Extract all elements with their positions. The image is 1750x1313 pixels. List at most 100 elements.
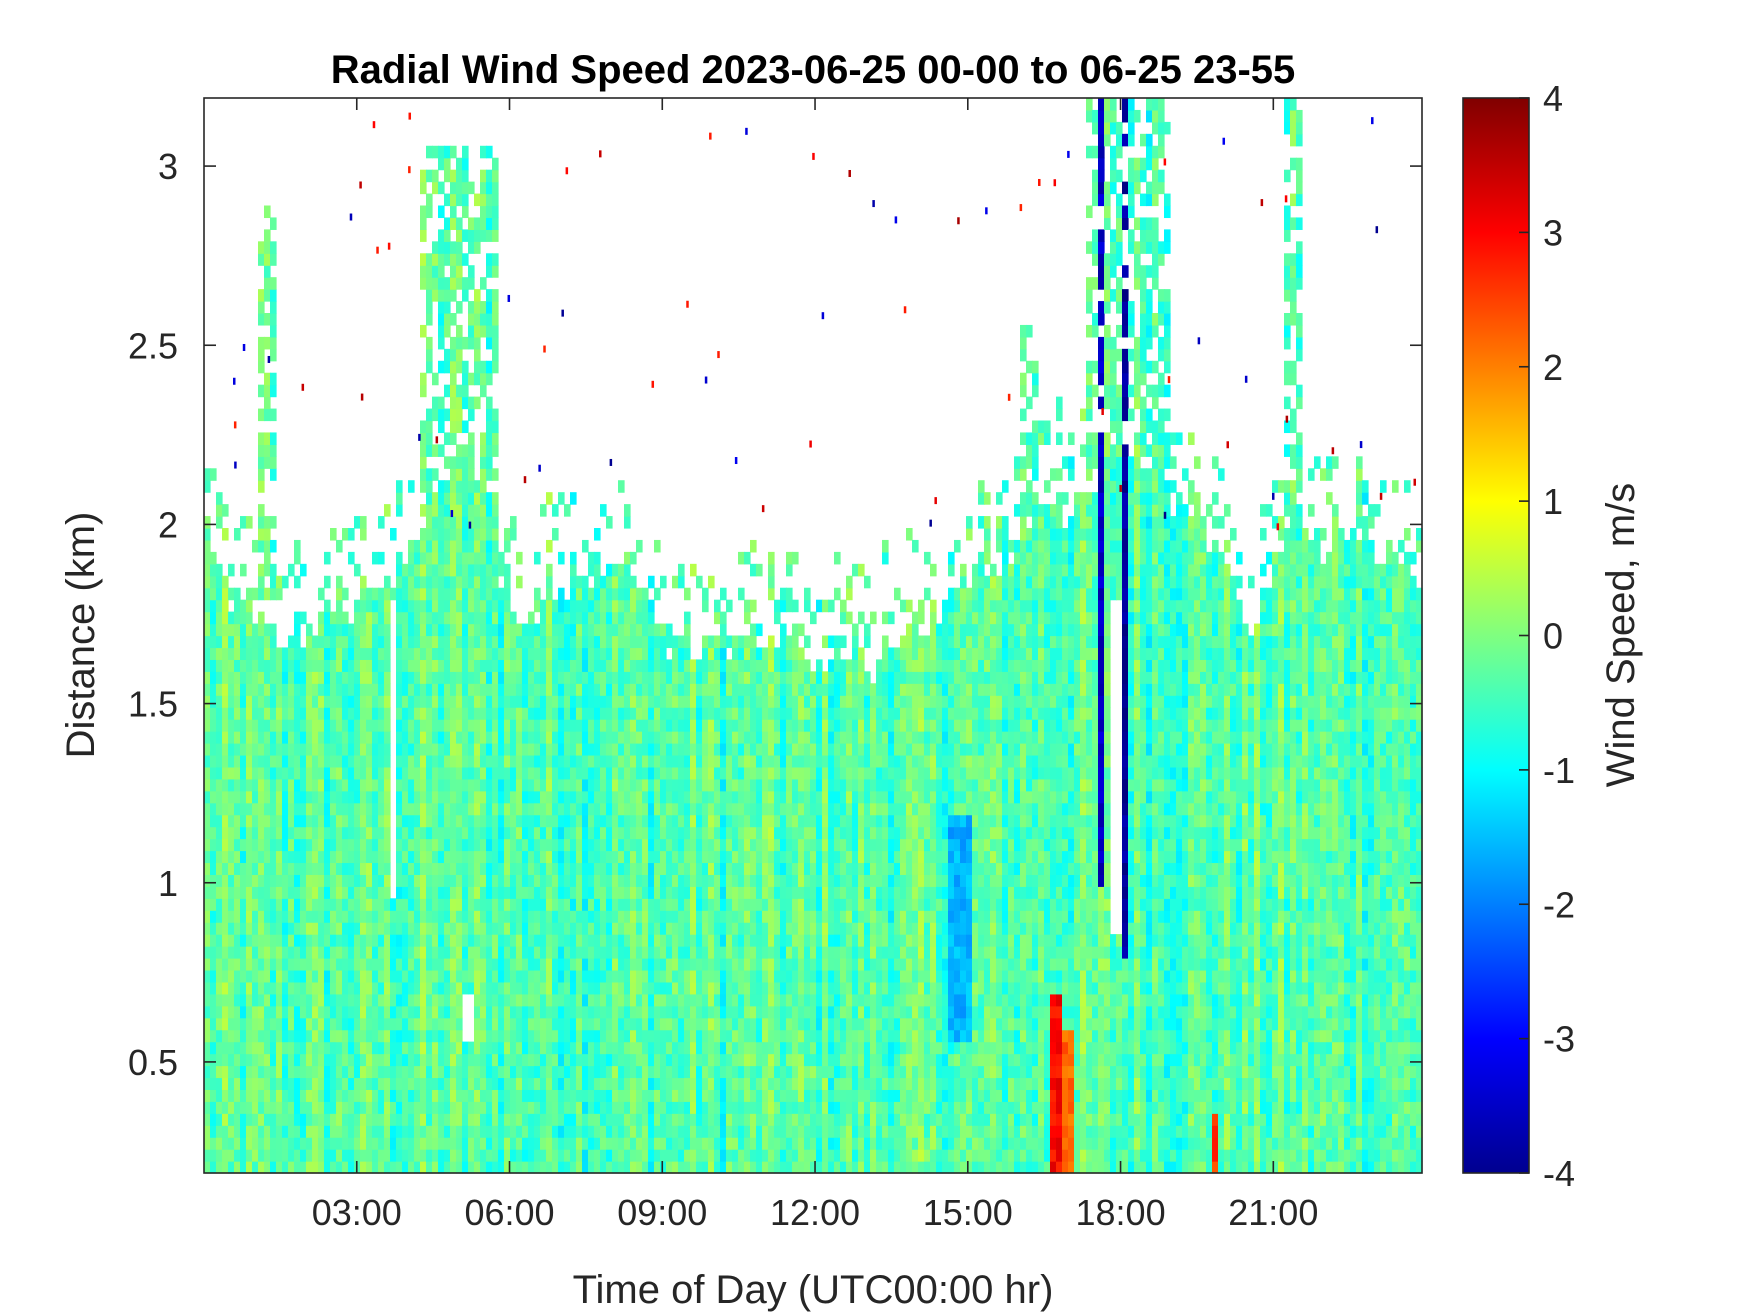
heatmap-cell [354,766,361,780]
heatmap-cell [696,659,703,672]
heatmap-cell [684,802,691,816]
heatmap-cell [720,981,727,995]
heatmap-cell [510,969,517,983]
heatmap-cell [504,1125,511,1138]
heatmap-cell [630,1101,637,1114]
heatmap-cell [696,1089,703,1102]
heatmap-cell [438,707,445,720]
heatmap-cell [648,850,655,864]
heatmap-cell [504,1149,511,1162]
heatmap-cell [534,587,541,601]
heatmap-cell [342,1053,349,1067]
heatmap-cell [582,1065,589,1079]
heatmap-cell [234,1065,241,1079]
heatmap-cell [606,922,613,935]
heatmap-cell [444,958,451,971]
heatmap-cell [642,778,649,792]
heatmap-cell [234,1077,241,1090]
heatmap-cell [594,826,601,840]
heatmap-cell [528,1029,535,1043]
heatmap-cell [420,874,427,887]
heatmap-cell [564,1125,571,1138]
heatmap-cell [762,743,769,756]
heatmap-cell [750,790,757,804]
heatmap-cell [486,898,493,911]
heatmap-cell [438,898,445,911]
heatmap-cell [264,731,271,744]
heatmap-cell [708,659,715,672]
heatmap-cell [300,1065,307,1079]
heatmap-cell [438,313,445,326]
heatmap-cell [474,313,481,326]
heatmap-cell [588,1161,595,1174]
heatmap-cell [426,754,433,768]
heatmap-cell [690,922,697,935]
heatmap-cell [744,802,751,816]
heatmap-cell [306,1065,313,1079]
heatmap-cell [390,1029,397,1043]
heatmap-cell [222,898,229,911]
heatmap-cell [348,934,355,947]
heatmap-cell [546,766,553,780]
heatmap-cell [450,265,457,278]
heatmap-cell [282,1161,289,1174]
heatmap-cell [468,563,475,577]
heatmap-cell [498,1041,505,1055]
heatmap-cell [288,1053,295,1067]
heatmap-cell [738,1041,745,1055]
heatmap-cell [672,969,679,983]
heatmap-cell [564,1137,571,1150]
heatmap-cell [450,1005,457,1019]
heatmap-cell [654,623,661,637]
heatmap-cell [366,695,373,708]
heatmap-cell [732,719,739,732]
heatmap-cell [444,659,451,672]
heatmap-cell [270,444,277,457]
heatmap-cell [228,1053,235,1067]
heatmap-cell [252,1029,259,1043]
heatmap-cell [480,910,487,923]
heatmap-cell [552,874,559,887]
heatmap-cell [660,981,667,995]
heatmap-cell [576,1137,583,1150]
heatmap-cell [264,456,271,469]
heatmap-cell [306,623,313,637]
heatmap-cell [402,575,409,589]
heatmap-cell [672,1125,679,1138]
heatmap-cell [474,504,481,517]
heatmap-cell [720,1005,727,1019]
heatmap-cell [306,635,313,649]
heatmap-cell [600,850,607,864]
heatmap-cell [276,862,283,875]
heatmap-cell [594,623,601,637]
heatmap-cell [480,731,487,744]
heatmap-cell [762,1053,769,1067]
heatmap-cell [216,838,223,852]
heatmap-cell [636,1017,643,1031]
heatmap-cell [456,778,463,792]
heatmap-cell [276,958,283,971]
heatmap-cell [660,1101,667,1114]
heatmap-cell [666,707,673,720]
heatmap-cell [444,241,451,254]
heatmap-cell [420,969,427,983]
heatmap-cell [204,850,211,864]
heatmap-cell [216,910,223,923]
heatmap-cell [750,1137,757,1150]
heatmap-cell [660,934,667,947]
heatmap-cell [330,635,337,649]
heatmap-cell [606,635,613,649]
heatmap-cell [558,862,565,875]
heatmap-cell [270,934,277,947]
heatmap-cell [612,671,619,684]
heatmap-cell [438,408,445,422]
heatmap-cell [420,695,427,708]
heatmap-cell [474,922,481,935]
heatmap-cell [450,468,457,481]
heatmap-cell [438,480,445,493]
heatmap-cell [600,1041,607,1055]
heatmap-cell [228,862,235,875]
heatmap-cell [552,707,559,720]
heatmap-cell [468,671,475,684]
heatmap-cell [726,1017,733,1031]
